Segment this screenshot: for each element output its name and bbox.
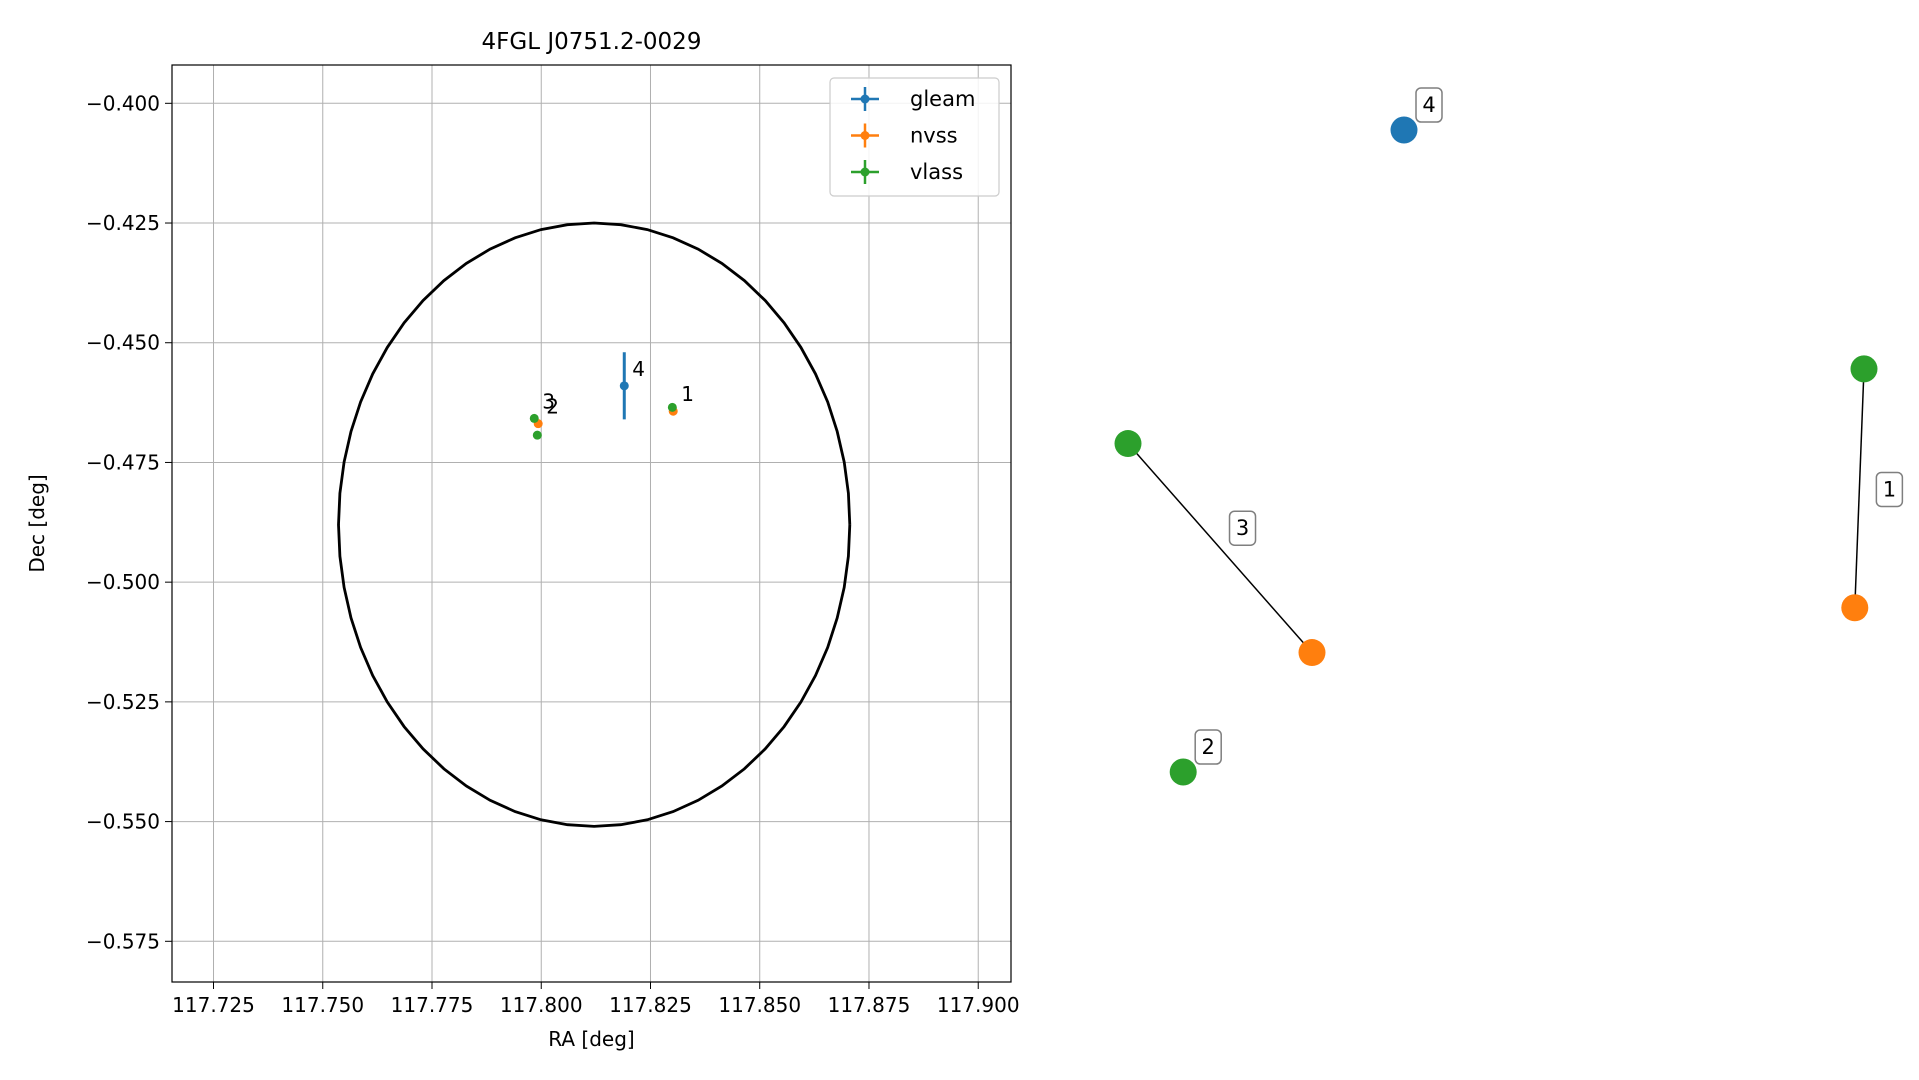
legend-label-vlass: vlass (910, 160, 963, 184)
graph-label-box (1194, 729, 1222, 765)
legend-marker-vlass (860, 167, 870, 177)
x-tick-label: 117.850 (718, 993, 801, 1017)
gleam-point (619, 381, 629, 391)
x-tick-label: 117.775 (391, 993, 474, 1017)
graph-edge (1854, 368, 1865, 608)
axes-frame (171, 64, 1012, 983)
y-tick-label: −0.525 (86, 690, 160, 714)
x-tick-label: 117.750 (281, 993, 364, 1017)
uncertainty-ellipse (337, 221, 852, 828)
graph-label: 1 (1883, 477, 1896, 501)
graph-labels: 4 1 3 2 (1194, 87, 1904, 765)
point-annotation: 2 (546, 395, 559, 419)
y-tick-label: −0.475 (86, 450, 160, 474)
y-tick-label: −0.575 (86, 929, 160, 953)
y-tick-label: −0.450 (86, 331, 160, 355)
graph-node (1114, 430, 1142, 458)
vlass-point (667, 402, 677, 412)
y-tick-label: −0.400 (86, 91, 160, 115)
graph-node (1390, 116, 1418, 144)
uncertainty-ellipse-layer (337, 221, 852, 828)
y-tick-label: −0.500 (86, 570, 160, 594)
legend-frame (829, 77, 1000, 197)
x-tick-label: 117.725 (172, 993, 255, 1017)
graph-label: 3 (1236, 516, 1249, 540)
graph-label-box (1415, 87, 1443, 123)
legend-label-gleam: gleam (910, 87, 975, 111)
graph-node (1298, 639, 1326, 667)
match-graph-panel: 4 1 3 2 (1114, 87, 1904, 786)
point-annotation: 1 (681, 382, 694, 406)
y-tick-label: −0.425 (86, 211, 160, 235)
x-tick-label: 117.900 (937, 993, 1020, 1017)
legend-label-nvss: nvss (910, 124, 958, 148)
point-annotation: 4 (632, 357, 645, 381)
x-tick-label: 117.825 (609, 993, 692, 1017)
y-axis-label: Dec [deg] (25, 474, 49, 572)
vlass-point (529, 413, 539, 423)
graph-node (1841, 594, 1869, 622)
graph-nodes (1114, 116, 1878, 786)
axis-ticks: 117.725 117.750 117.775 117.800 117.825 117.8… (86, 91, 1020, 1017)
x-tick-label: 117.800 (500, 993, 583, 1017)
graph-edge (1127, 443, 1313, 654)
x-tick-label: 117.875 (828, 993, 911, 1017)
vlass-point (532, 430, 542, 440)
grid (172, 65, 1011, 982)
point-annotation: 3 (542, 389, 555, 413)
graph-node (1169, 758, 1197, 786)
graph-edges (1127, 368, 1865, 654)
graph-label: 4 (1422, 93, 1435, 117)
y-tick-label: −0.550 (86, 810, 160, 834)
scatter-panel: 1 23 4 117.725 117.750 117.775 117.800 117.825… (25, 29, 1020, 1051)
chart-title: 4FGL J0751.2-0029 (482, 29, 702, 55)
x-axis-label: RA [deg] (548, 1027, 634, 1051)
legend-marker-nvss (860, 131, 870, 140)
graph-label-box (1228, 510, 1257, 546)
graph-node (1850, 355, 1878, 383)
graph-label: 2 (1202, 735, 1215, 759)
graph-label-box (1875, 471, 1904, 508)
point-annotations: 1 23 4 (542, 357, 694, 419)
legend: gleam nvss vlass (829, 77, 1000, 197)
data-points (529, 352, 678, 440)
legend-marker-gleam (860, 94, 870, 104)
